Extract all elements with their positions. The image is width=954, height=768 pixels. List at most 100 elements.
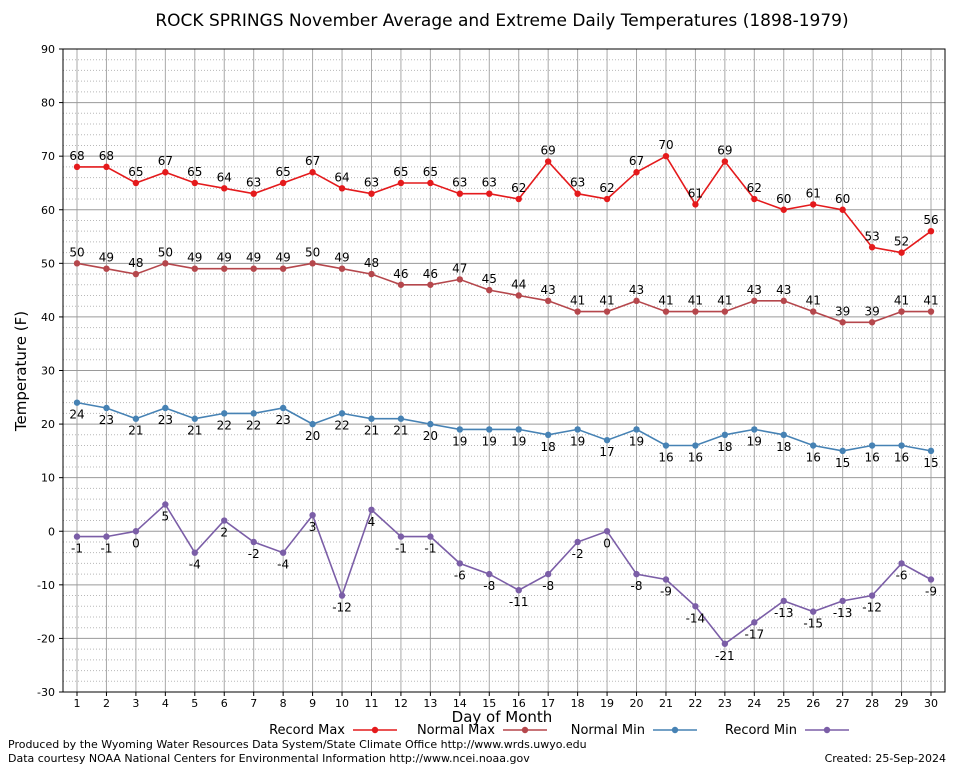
normal-max-data-label: 49 bbox=[217, 251, 232, 265]
record-min-point bbox=[868, 592, 876, 599]
record-min-point bbox=[279, 549, 287, 556]
normal-max-data-label: 46 bbox=[393, 267, 408, 281]
record-min-point bbox=[898, 560, 905, 567]
normal-min-line bbox=[76, 401, 932, 452]
normal-min-data-label: 16 bbox=[658, 451, 673, 465]
record-min-point bbox=[927, 576, 935, 583]
record-max-point bbox=[810, 201, 817, 208]
normal-max-data-label: 41 bbox=[894, 294, 909, 308]
normal-max-data-label: 43 bbox=[776, 283, 791, 297]
record-max-point bbox=[692, 201, 699, 208]
x-tick-label: 15 bbox=[482, 697, 496, 710]
normal-max-point bbox=[839, 319, 846, 326]
record-max-data-label: 62 bbox=[599, 181, 614, 195]
normal-max-point bbox=[368, 270, 375, 278]
record-min-point bbox=[427, 533, 434, 540]
normal-min-data-label: 21 bbox=[364, 424, 379, 438]
record-min-data-label: 0 bbox=[132, 536, 140, 550]
record-max-data-label: 68 bbox=[99, 149, 114, 163]
record-min-point bbox=[221, 517, 228, 524]
x-tick-label: 2 bbox=[103, 697, 110, 710]
normal-max-point bbox=[574, 308, 581, 315]
record-min-data-label: -4 bbox=[277, 558, 289, 572]
record-max-data-label: 63 bbox=[246, 176, 261, 190]
normal-max-point bbox=[309, 260, 316, 267]
normal-max-point bbox=[279, 265, 287, 272]
normal-min-data-label: 20 bbox=[423, 429, 438, 443]
record-min-data-label: -21 bbox=[715, 649, 735, 663]
normal-max-data-label: 43 bbox=[629, 283, 644, 297]
record-max-point bbox=[73, 163, 81, 171]
normal-max-data-label: 44 bbox=[511, 277, 526, 291]
record-max-point bbox=[250, 190, 257, 197]
record-max-data-label: 61 bbox=[688, 186, 703, 200]
record-min-data-label: -13 bbox=[774, 606, 794, 620]
normal-max-data-label: 50 bbox=[69, 245, 84, 259]
normal-max-line bbox=[76, 262, 931, 324]
record-min-point bbox=[692, 603, 699, 610]
x-tick-label: 10 bbox=[335, 697, 349, 710]
normal-max-data-label: 41 bbox=[717, 294, 732, 308]
record-max-point bbox=[633, 169, 640, 176]
normal-min-data-label: 21 bbox=[187, 424, 202, 438]
y-tick-label: 30 bbox=[41, 365, 55, 378]
normal-min-point bbox=[662, 442, 670, 449]
record-min-point bbox=[574, 538, 581, 546]
normal-min-data-label: 23 bbox=[275, 413, 290, 427]
record-min-data-label: -13 bbox=[833, 606, 853, 620]
record-max-data-label: 67 bbox=[305, 154, 320, 168]
normal-max-data-label: 50 bbox=[305, 245, 320, 259]
normal-min-point bbox=[633, 426, 640, 433]
record-max-point bbox=[780, 206, 787, 213]
record-min-data-label: -14 bbox=[686, 611, 706, 625]
record-min-data-label: -2 bbox=[248, 547, 260, 561]
record-max-data-label: 64 bbox=[217, 170, 232, 184]
normal-min-data-label: 18 bbox=[776, 440, 791, 454]
y-tick-label: 90 bbox=[41, 43, 55, 56]
normal-max-data-label: 43 bbox=[541, 283, 556, 297]
x-tick-label: 12 bbox=[394, 697, 408, 710]
normal-max-data-label: 49 bbox=[99, 251, 114, 265]
chart-title: ROCK SPRINGS November Average and Extrem… bbox=[155, 11, 848, 31]
normal-min-point bbox=[839, 447, 846, 455]
normal-min-point bbox=[751, 426, 758, 433]
record-min-point bbox=[515, 586, 522, 594]
normal-min-data-label: 17 bbox=[599, 445, 614, 459]
y-tick-label: -10 bbox=[37, 579, 55, 592]
normal-min-point bbox=[515, 426, 522, 433]
normal-max-point bbox=[544, 297, 552, 305]
record-min-data-label: -9 bbox=[660, 584, 672, 598]
record-max-data-label: 63 bbox=[482, 176, 497, 190]
normal-max-point bbox=[191, 265, 198, 272]
record-min-point bbox=[780, 597, 787, 605]
record-min-point bbox=[250, 538, 257, 546]
normal-max-data-label: 39 bbox=[835, 304, 850, 318]
record-min-data-label: -1 bbox=[424, 542, 436, 556]
x-tick-label: 30 bbox=[924, 697, 938, 710]
record-max-point bbox=[927, 227, 935, 235]
y-tick-label: 60 bbox=[41, 204, 55, 217]
normal-max-point bbox=[162, 260, 169, 267]
record-max-data-label: 63 bbox=[452, 176, 467, 190]
record-min-data-label: -1 bbox=[395, 542, 407, 556]
record-max-point bbox=[839, 206, 846, 213]
normal-max-data-label: 46 bbox=[423, 267, 438, 281]
normal-min-data-label: 15 bbox=[923, 456, 938, 470]
x-tick-label: 7 bbox=[250, 697, 257, 710]
x-tick-label: 28 bbox=[865, 697, 879, 710]
record-min-data-label: 2 bbox=[220, 526, 228, 540]
normal-max-point bbox=[250, 265, 257, 272]
record-min-point bbox=[662, 576, 670, 583]
x-tick-label: 11 bbox=[364, 697, 378, 710]
record-max-point bbox=[544, 158, 552, 165]
normal-max-point bbox=[721, 308, 729, 315]
normal-max-point bbox=[486, 286, 493, 294]
normal-min-point bbox=[486, 426, 493, 433]
record-min-data-label: -9 bbox=[925, 584, 937, 598]
normal-min-data-label: 20 bbox=[305, 429, 320, 443]
x-tick-label: 29 bbox=[895, 697, 909, 710]
y-tick-label: 80 bbox=[41, 97, 55, 110]
footer-created-date: Created: 25-Sep-2024 bbox=[825, 752, 946, 765]
record-min-point bbox=[810, 608, 817, 615]
legend-swatch-marker-record-max bbox=[371, 726, 379, 734]
